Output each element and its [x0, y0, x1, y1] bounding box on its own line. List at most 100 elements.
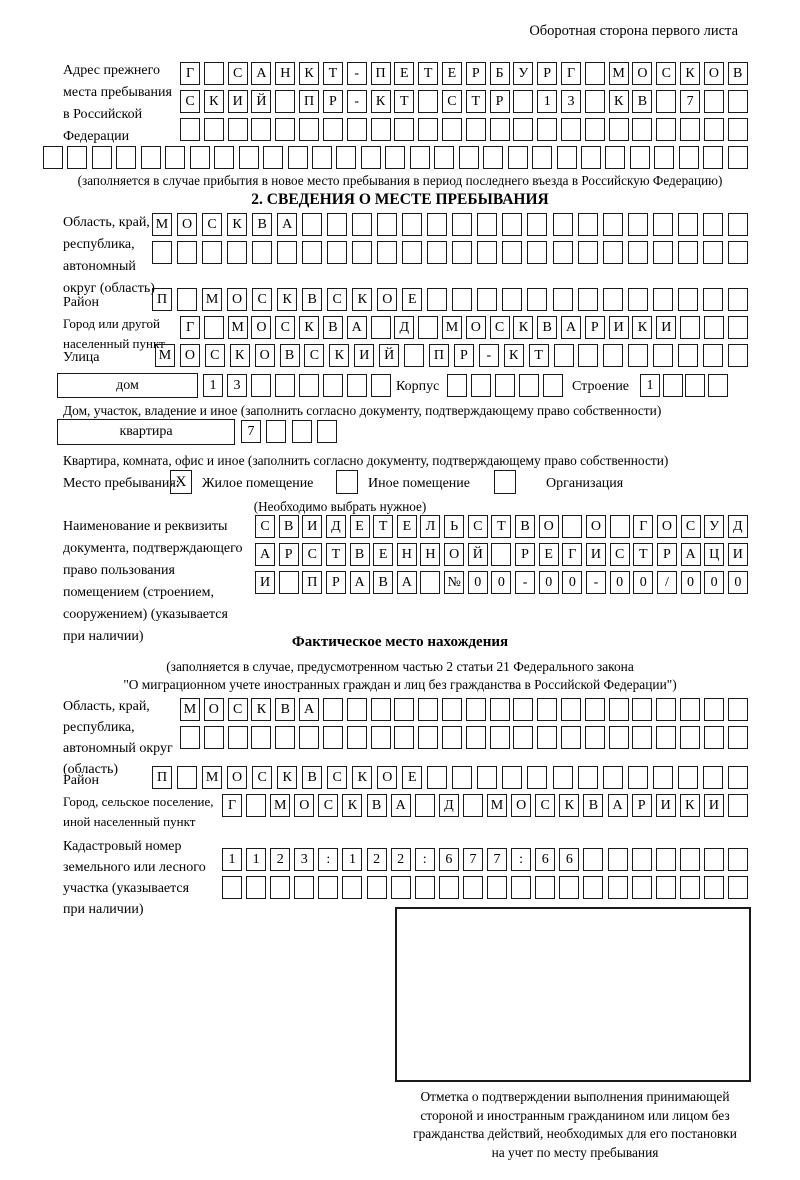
- grid-cell: [527, 241, 548, 264]
- grid-cell: [270, 876, 291, 899]
- grid-cell: Т: [322, 62, 343, 85]
- grid-cell: [652, 241, 673, 264]
- grid-cell: О: [538, 515, 559, 538]
- grid-cell: В: [302, 288, 323, 311]
- grid-cell: [203, 726, 224, 749]
- grid-cell: [152, 241, 172, 264]
- grid-cell: С: [252, 766, 273, 789]
- doc-row-3: И П Р А В А № 0 0-0 0-0 0/0 0 0: [255, 571, 748, 595]
- grid-cell: О: [585, 515, 606, 538]
- grid-cell: [477, 241, 498, 264]
- grid-cell: [556, 146, 577, 169]
- grid-cell: [477, 766, 498, 789]
- grid-cell: 2: [390, 848, 411, 871]
- grid-cell: И: [703, 794, 724, 817]
- grid-cell: [251, 726, 272, 749]
- grid-cell: 3: [561, 90, 581, 113]
- grid-cell: [402, 213, 423, 236]
- grid-cell: У: [513, 62, 534, 85]
- grid-cell: О: [377, 288, 398, 311]
- grid-cell: М: [155, 344, 175, 367]
- grid-cell: [527, 213, 548, 236]
- grid-cell: М: [608, 62, 629, 85]
- grid-cell: [631, 848, 652, 871]
- grid-cell: [491, 543, 512, 566]
- grid-cell: [370, 118, 391, 141]
- grid-cell: 1: [640, 374, 660, 397]
- grid-cell: [409, 146, 430, 169]
- grid-cell: [252, 241, 273, 264]
- grid-cell: [602, 241, 623, 264]
- grid-cell: С: [202, 213, 223, 236]
- grid-cell: [452, 241, 473, 264]
- grid-cell: 0: [704, 571, 725, 594]
- grid-cell: Т: [373, 515, 394, 538]
- grid-cell: С: [680, 515, 701, 538]
- grid-cell: К: [342, 794, 363, 817]
- grid-cell: [680, 698, 701, 721]
- grid-cell: И: [656, 316, 677, 339]
- grid-cell: -: [515, 571, 536, 594]
- grid-cell: [561, 698, 581, 721]
- grid-cell: Г: [180, 62, 200, 85]
- grid-cell: [577, 766, 598, 789]
- grid-cell: [342, 876, 363, 899]
- grid-cell: [537, 726, 558, 749]
- grid-cell: О: [254, 344, 275, 367]
- grid-cell: [511, 876, 532, 899]
- grid-cell: [583, 876, 604, 899]
- grid-cell: В: [252, 213, 273, 236]
- grid-cell: :: [511, 848, 532, 871]
- grid-cell: [418, 698, 439, 721]
- grid-cell: [165, 146, 186, 169]
- grid-cell: В: [279, 344, 300, 367]
- grid-cell: [628, 344, 649, 367]
- grid-cell: 7: [487, 848, 508, 871]
- grid-cell: [656, 90, 677, 113]
- grid-cell: Н: [275, 62, 296, 85]
- grid-cell: С: [275, 316, 296, 339]
- fact-oblast-row-2: [180, 726, 748, 750]
- grid-cell: [404, 344, 425, 367]
- grid-cell: [327, 241, 348, 264]
- grid-cell: [680, 726, 701, 749]
- grid-cell: [561, 118, 581, 141]
- grid-cell: А: [680, 543, 701, 566]
- grid-cell: [390, 876, 411, 899]
- grid-cell: [477, 213, 498, 236]
- grid-cell: М: [441, 316, 462, 339]
- grid-cell: [727, 766, 748, 789]
- grid-cell: Л: [420, 515, 441, 538]
- grid-cell: [578, 344, 599, 367]
- grid-cell: /: [656, 571, 677, 594]
- grid-cell: [513, 90, 534, 113]
- grid-cell: И: [354, 344, 375, 367]
- grid-cell: С: [204, 344, 225, 367]
- grid-cell: К: [370, 90, 391, 113]
- grid-cell: А: [299, 698, 320, 721]
- prev-address-row-3: [180, 118, 748, 142]
- grid-cell: [685, 374, 706, 397]
- grid-cell: [465, 118, 486, 141]
- grid-cell: [537, 118, 558, 141]
- grid-cell: [654, 146, 675, 169]
- grid-cell: [629, 146, 650, 169]
- grid-cell: П: [302, 571, 323, 594]
- grid-cell: К: [513, 316, 534, 339]
- grid-cell: С: [327, 766, 348, 789]
- grid-cell: [302, 241, 323, 264]
- grid-cell: М: [152, 213, 172, 236]
- grid-cell: Д: [325, 515, 346, 538]
- label-korpus: Корпус: [396, 379, 440, 394]
- grid-cell: К: [352, 288, 373, 311]
- grid-cell: М: [487, 794, 508, 817]
- grid-cell: [287, 146, 308, 169]
- grid-cell: [465, 726, 486, 749]
- kvartira-cells: 7: [241, 420, 337, 444]
- grid-cell: [366, 876, 387, 899]
- grid-cell: К: [329, 344, 350, 367]
- grid-cell: Г: [180, 316, 200, 339]
